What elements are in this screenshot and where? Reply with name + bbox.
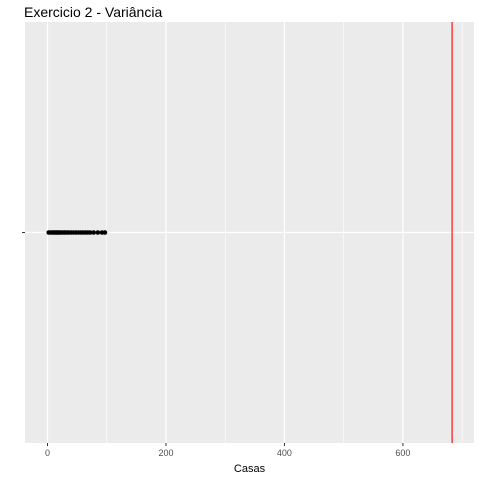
x-tick-label: 600 [395, 448, 410, 458]
x-axis-title: Casas [234, 463, 266, 475]
data-point [91, 230, 97, 235]
x-tick-label: 400 [277, 448, 292, 458]
data-point [95, 230, 101, 235]
data-point [102, 230, 108, 235]
chart-title: Exercicio 2 - Variância [24, 4, 162, 20]
x-axis: 0 200 400 600 [45, 443, 410, 458]
x-tick-label: 0 [45, 448, 50, 458]
x-tick-label: 200 [158, 448, 173, 458]
data-point [87, 230, 93, 235]
data-points [46, 230, 108, 235]
